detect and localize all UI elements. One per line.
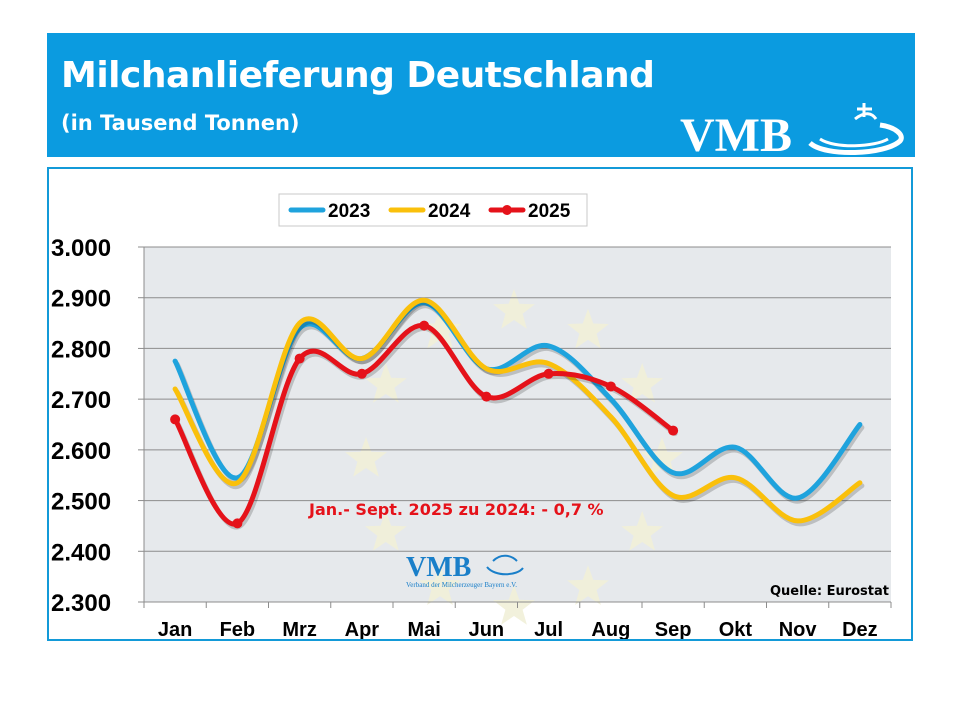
page-title: Milchanlieferung Deutschland bbox=[61, 55, 655, 96]
series-2025-point bbox=[294, 353, 305, 364]
eu-star-icon bbox=[567, 308, 609, 349]
series-2025-point bbox=[170, 414, 181, 425]
y-tick-label: 2.600 bbox=[51, 438, 111, 465]
eu-star-icon bbox=[493, 289, 535, 329]
eu-star-icon bbox=[567, 565, 609, 605]
series-2025-point bbox=[668, 425, 679, 436]
series-2024-line bbox=[172, 297, 863, 524]
header-banner: Milchanlieferung Deutschland (in Tausend… bbox=[47, 33, 915, 157]
x-tick-label: Sep bbox=[655, 619, 692, 639]
x-tick-label: Okt bbox=[719, 619, 753, 639]
eu-stars-watermark bbox=[345, 289, 683, 625]
y-axis: 3.000 2.900 2.800 2.700 2.600 2.500 2.400 2.300 bbox=[51, 235, 145, 617]
vmb-swoosh-icon bbox=[808, 103, 904, 156]
eu-star-icon bbox=[364, 363, 407, 403]
series-2025-point bbox=[232, 518, 243, 529]
legend-label-2023: 2023 bbox=[328, 201, 370, 222]
x-tick-label: Mai bbox=[407, 619, 440, 639]
legend-box bbox=[278, 193, 588, 227]
series-2025-point bbox=[356, 368, 367, 379]
vmb-watermark: VMB Verband der Milcherzeuger Bayern e.V… bbox=[406, 552, 524, 589]
x-tick-label: Jul bbox=[534, 619, 563, 639]
y-tick-label: 3.000 bbox=[51, 235, 111, 262]
eu-star-icon bbox=[419, 308, 461, 349]
series-2025-point bbox=[605, 381, 616, 392]
watermark-swoosh-icon bbox=[486, 554, 524, 576]
y-tick-label: 2.800 bbox=[51, 336, 111, 363]
x-axis: Jan Feb Mrz Apr Mai Jun Jul Aug Sep Okt Nov Dez bbox=[143, 602, 892, 639]
x-tick-label: Nov bbox=[779, 619, 818, 639]
vmb-logo: VMB bbox=[680, 103, 904, 157]
x-tick-label: Dez bbox=[842, 619, 878, 639]
eu-star-icon bbox=[364, 511, 407, 551]
page-subtitle: (in Tausend Tonnen) bbox=[61, 111, 300, 135]
eu-star-icon bbox=[641, 437, 683, 477]
watermark-logo-text: VMB bbox=[406, 552, 471, 583]
x-tick-label: Jan bbox=[158, 619, 192, 639]
series-lines bbox=[170, 297, 865, 530]
series-2025-point bbox=[419, 320, 430, 331]
eu-star-icon bbox=[621, 363, 664, 403]
eu-star-icon bbox=[493, 585, 535, 625]
x-tick-label: Aug bbox=[591, 619, 630, 639]
x-tick-label: Jun bbox=[469, 619, 505, 639]
legend: 2023 2024 2025 bbox=[278, 193, 588, 227]
vmb-logo-text: VMB bbox=[680, 109, 792, 157]
legend-label-2024: 2024 bbox=[428, 201, 471, 222]
source-label: Quelle: Eurostat bbox=[770, 584, 889, 599]
x-tick-label: Mrz bbox=[282, 619, 316, 639]
series-2025-point bbox=[481, 391, 492, 402]
legend-label-2025: 2025 bbox=[528, 201, 571, 222]
x-tick-label: Feb bbox=[220, 619, 256, 639]
series-2025-shadow bbox=[174, 326, 678, 530]
series-2025-line bbox=[172, 323, 676, 527]
y-tick-label: 2.900 bbox=[51, 286, 111, 313]
series-2025-point bbox=[543, 368, 554, 379]
line-chart: 3.000 2.900 2.800 2.700 2.600 2.500 2.400 2.300… bbox=[51, 193, 892, 639]
watermark-caption: Verband der Milcherzeuger Bayern e.V. bbox=[406, 581, 517, 589]
x-tick-label: Apr bbox=[345, 619, 380, 639]
eu-star-icon bbox=[345, 437, 387, 477]
y-tick-label: 2.300 bbox=[51, 590, 111, 617]
chart-annotation: Jan.- Sept. 2025 zu 2024: - 0,7 % bbox=[308, 500, 604, 519]
eu-star-icon bbox=[621, 511, 664, 551]
legend-marker-2025 bbox=[502, 205, 512, 215]
chart-panel: 3.000 2.900 2.800 2.700 2.600 2.500 2.400 2.300… bbox=[47, 167, 913, 641]
y-tick-label: 2.700 bbox=[51, 387, 111, 414]
y-tick-label: 2.400 bbox=[51, 539, 111, 566]
y-tick-label: 2.500 bbox=[51, 489, 111, 516]
eu-star-icon bbox=[419, 565, 461, 605]
